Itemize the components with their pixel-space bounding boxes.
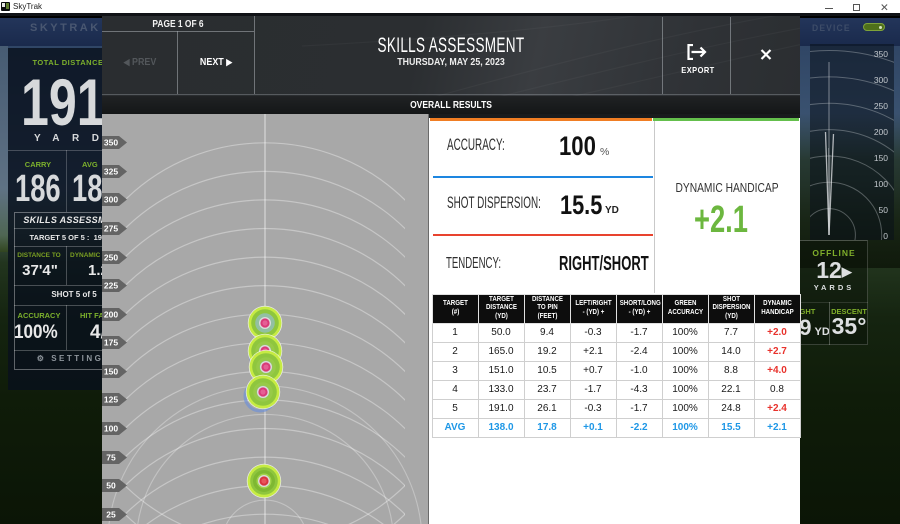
svg-text:275: 275 <box>104 224 118 234</box>
svg-text:300: 300 <box>104 195 118 205</box>
svg-text:50: 50 <box>106 481 116 491</box>
svg-text:250: 250 <box>104 252 118 262</box>
svg-text:225: 225 <box>104 281 118 291</box>
svg-text:325: 325 <box>104 166 118 176</box>
svg-text:25: 25 <box>106 509 116 519</box>
svg-text:125: 125 <box>104 395 118 405</box>
svg-text:350: 350 <box>104 138 118 148</box>
svg-text:150: 150 <box>104 366 118 376</box>
svg-text:75: 75 <box>106 452 116 462</box>
svg-text:200: 200 <box>104 309 118 319</box>
svg-text:175: 175 <box>104 338 118 348</box>
svg-text:100: 100 <box>104 424 118 434</box>
